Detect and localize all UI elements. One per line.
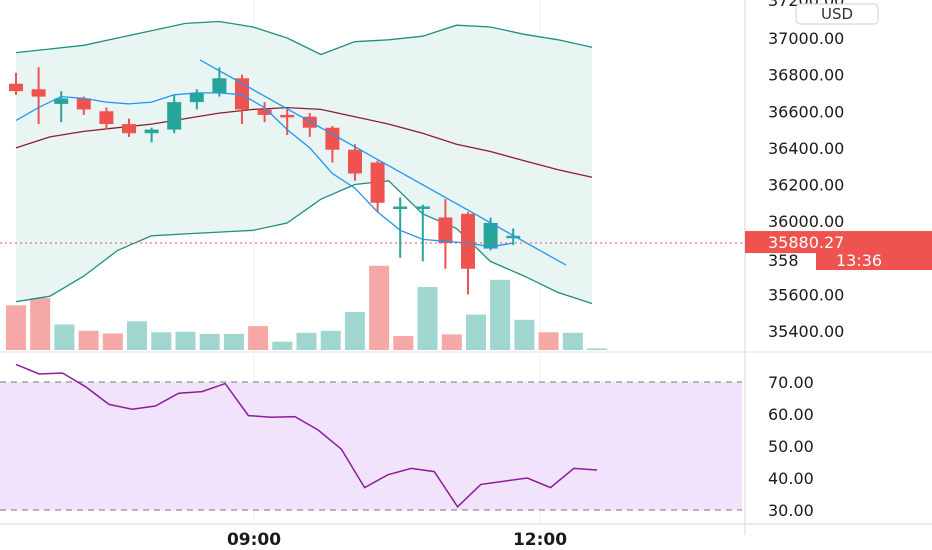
moving-average-line bbox=[15, 92, 514, 248]
price-tick-label: 35600.00 bbox=[768, 285, 844, 304]
volume-bar bbox=[272, 341, 293, 350]
candle-body bbox=[280, 114, 295, 118]
volume-bar bbox=[538, 332, 559, 350]
price-tick-label: 36400.00 bbox=[768, 139, 844, 158]
candle-body bbox=[144, 129, 159, 134]
rsi-tick-label: 70.00 bbox=[768, 373, 814, 392]
volume-bar bbox=[320, 330, 341, 350]
volume-bar bbox=[127, 321, 147, 350]
volume-bar bbox=[369, 265, 390, 350]
price-tick-label: 37000.00 bbox=[768, 29, 844, 48]
trend-line bbox=[199, 59, 567, 266]
volume-bar bbox=[30, 298, 51, 350]
time-tick-label: 09:00 bbox=[227, 530, 281, 550]
last-price-label: 35880.27 bbox=[768, 233, 844, 252]
candle-body bbox=[99, 111, 114, 125]
volume-bar bbox=[514, 319, 535, 350]
rsi-tick-label: 40.00 bbox=[768, 469, 814, 488]
volume-bar bbox=[102, 333, 123, 350]
rsi-line bbox=[15, 363, 598, 508]
volume-bar bbox=[248, 326, 269, 350]
volume-bar bbox=[562, 332, 583, 350]
bollinger-middle-line bbox=[15, 106, 593, 178]
volume-bar bbox=[151, 332, 172, 350]
volume-bar bbox=[466, 314, 486, 350]
candle-body bbox=[438, 217, 453, 244]
volume-bar bbox=[490, 279, 511, 350]
candle-body bbox=[483, 222, 498, 249]
countdown-tag bbox=[816, 251, 932, 270]
volume-bar bbox=[587, 348, 607, 350]
price-tick-label: 36200.00 bbox=[768, 176, 844, 195]
volume-bar bbox=[54, 324, 75, 350]
volume-bar bbox=[417, 287, 438, 350]
last-price-tag bbox=[745, 231, 932, 254]
candle-body bbox=[189, 92, 204, 103]
candle-body bbox=[506, 235, 521, 239]
volume-bar bbox=[78, 330, 99, 350]
candle-body bbox=[54, 98, 69, 104]
price-tick-label: 358 bbox=[768, 251, 799, 270]
rsi-tick-label: 30.00 bbox=[768, 501, 814, 520]
price-tick-label: 36800.00 bbox=[768, 66, 844, 85]
candle-body bbox=[257, 109, 272, 115]
candle-body bbox=[167, 102, 182, 130]
volume-bar bbox=[223, 333, 244, 350]
countdown-label: 13:36 bbox=[836, 251, 882, 270]
candle-body bbox=[461, 213, 475, 269]
candle-body bbox=[348, 149, 362, 174]
volume-bar bbox=[199, 333, 220, 350]
volume-bar bbox=[344, 312, 365, 350]
candle-body bbox=[370, 162, 385, 203]
candle-body bbox=[212, 78, 227, 93]
volume-bar bbox=[175, 331, 196, 350]
currency-button[interactable] bbox=[795, 3, 879, 25]
rsi-band-fill bbox=[0, 382, 742, 510]
volume-bar bbox=[441, 334, 462, 350]
volume-bar bbox=[393, 336, 414, 350]
bollinger-lower-line bbox=[15, 180, 593, 305]
price-tick-label: 36600.00 bbox=[768, 102, 844, 121]
candle-body bbox=[76, 98, 91, 110]
bollinger-upper-line bbox=[15, 20, 593, 56]
rsi-tick-label: 60.00 bbox=[768, 405, 814, 424]
candle-body bbox=[9, 83, 23, 92]
time-tick-label: 12:00 bbox=[513, 530, 567, 550]
volume-bar bbox=[6, 305, 26, 350]
price-tick-label: 35400.00 bbox=[768, 322, 844, 341]
volume-bar bbox=[296, 332, 317, 350]
candle-body bbox=[31, 89, 46, 97]
bollinger-fill bbox=[16, 21, 592, 304]
candle-body bbox=[122, 124, 136, 134]
candle-body bbox=[415, 206, 430, 209]
candle-body bbox=[325, 127, 340, 150]
candle-body bbox=[393, 206, 408, 209]
price-tick-label: 36000.00 bbox=[768, 212, 844, 231]
rsi-tick-label: 50.00 bbox=[768, 437, 814, 456]
currency-button-label: USD bbox=[821, 5, 853, 23]
